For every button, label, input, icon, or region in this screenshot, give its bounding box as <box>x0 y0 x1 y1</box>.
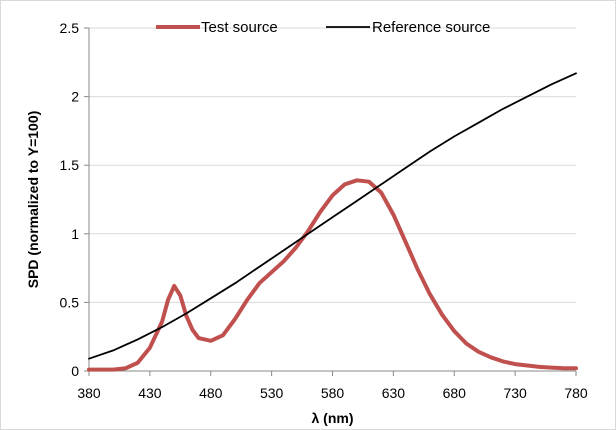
series-line-reference-source <box>88 72 577 360</box>
x-tick-label: 380 <box>77 385 101 401</box>
y-tick-label: 1.5 <box>60 157 80 173</box>
y-tick-label: 2.5 <box>60 20 80 36</box>
legend: Test source Reference source <box>156 19 490 36</box>
x-tick-label: 780 <box>564 385 588 401</box>
gridlines <box>89 27 576 303</box>
y-tick-label: 0.5 <box>60 294 80 310</box>
legend-label-reference-source: Reference source <box>372 19 490 36</box>
x-tick-label: 430 <box>138 385 162 401</box>
legend-label-test-source: Test source <box>201 19 278 36</box>
x-tick-label: 580 <box>321 385 345 401</box>
x-tick-label: 530 <box>260 385 284 401</box>
axis-ticks: 0 0.5 1 1.5 2 2.5 380 430 480 530 580 630 680 730 780 <box>60 20 588 401</box>
series-lines <box>87 72 578 372</box>
y-tick-label: 2 <box>71 89 79 105</box>
y-tick-label: 0 <box>71 363 79 379</box>
x-axis-title: λ (nm) <box>312 410 354 426</box>
y-axis-title: SPD (normalized to Y=100) <box>25 111 41 289</box>
x-tick-label: 680 <box>443 385 467 401</box>
x-tick-label: 480 <box>199 385 223 401</box>
series-line-test-source <box>87 178 578 372</box>
y-tick-label: 1 <box>71 226 79 242</box>
x-tick-label: 630 <box>382 385 406 401</box>
x-tick-label: 730 <box>503 385 527 401</box>
